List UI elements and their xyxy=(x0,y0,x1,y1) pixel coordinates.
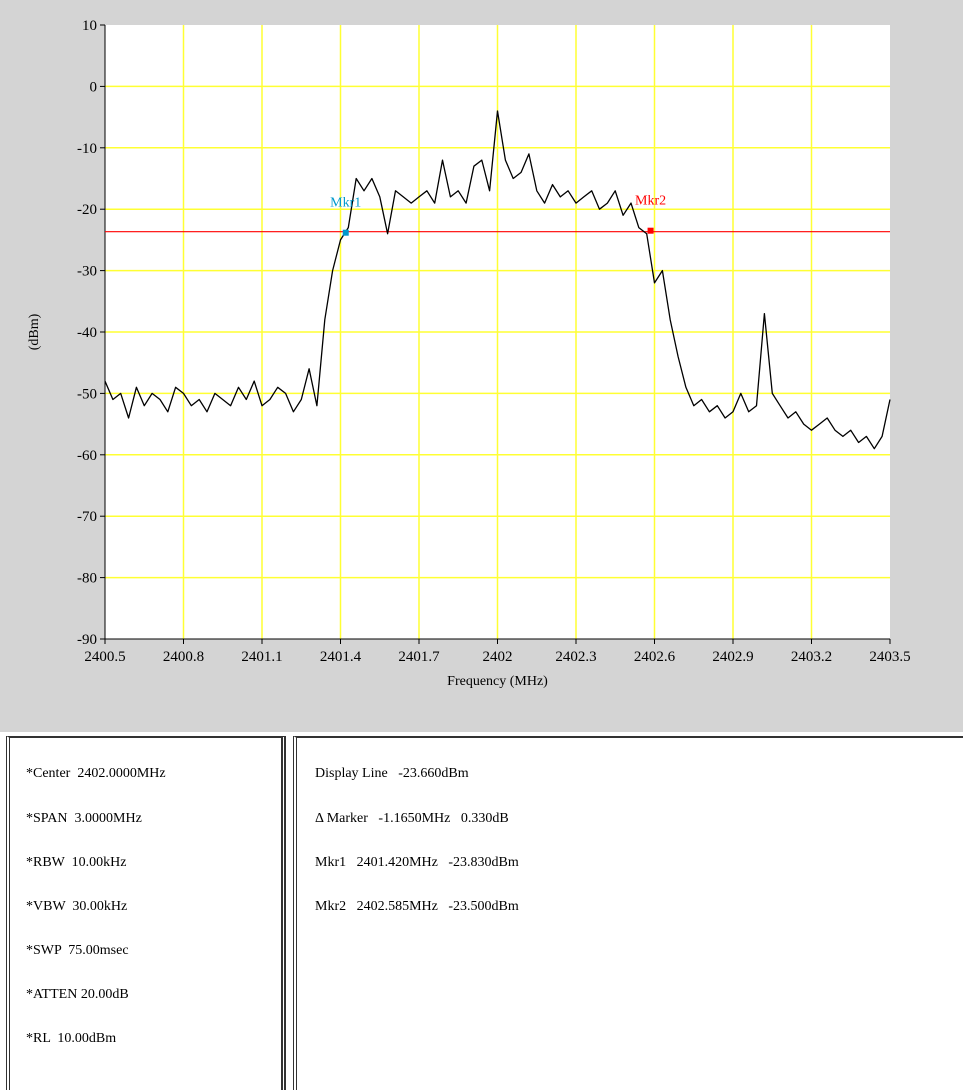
x-tick-label: 2401.4 xyxy=(320,649,362,665)
delta-marker-readout: Δ Marker -1.1650MHz 0.330dB xyxy=(315,811,509,826)
y-axis-label: (dBm) xyxy=(27,313,42,350)
y-tick-label: -10 xyxy=(77,141,97,157)
y-tick-label: 10 xyxy=(82,18,97,34)
setting-ref-level: *RL 10.00dBm xyxy=(26,1031,117,1046)
marker-label: Mkr2 xyxy=(635,194,666,209)
mkr1-readout: Mkr1 2401.420MHz -23.830dBm xyxy=(315,855,519,870)
marker-point xyxy=(342,229,349,236)
y-tick-label: -30 xyxy=(77,264,97,280)
x-tick-label: 2401.1 xyxy=(241,649,282,665)
marker-point xyxy=(647,227,654,234)
y-tick-label: -20 xyxy=(77,202,97,218)
y-tick-label: -50 xyxy=(77,386,97,402)
y-tick-label: -90 xyxy=(77,632,97,648)
setting-sweep: *SWP 75.00msec xyxy=(26,943,129,958)
y-tick-label: -60 xyxy=(77,448,97,464)
x-tick-label: 2401.7 xyxy=(398,649,440,665)
x-tick-label: 2400.5 xyxy=(84,649,125,665)
setting-span: *SPAN 3.0000MHz xyxy=(26,811,142,826)
x-tick-label: 2403.5 xyxy=(869,649,910,665)
analyzer-settings-box: *Center 2402.0000MHz *SPAN 3.0000MHz *RB… xyxy=(6,736,286,1090)
setting-atten: *ATTEN 20.00dB xyxy=(26,987,129,1002)
setting-center: *Center 2402.0000MHz xyxy=(26,766,166,781)
x-tick-label: 2402 xyxy=(483,649,513,665)
marker-label: Mkr1 xyxy=(330,196,361,211)
x-tick-label: 2403.2 xyxy=(791,649,832,665)
mkr2-readout: Mkr2 2402.585MHz -23.500dBm xyxy=(315,899,519,914)
spectrum-trace xyxy=(104,110,891,450)
x-axis-label: Frequency (MHz) xyxy=(447,674,548,689)
setting-rbw: *RBW 10.00kHz xyxy=(26,855,127,870)
x-tick-label: 2402.9 xyxy=(712,649,753,665)
marker-readout-box: Display Line -23.660dBm Δ Marker -1.1650… xyxy=(293,736,963,1090)
y-tick-label: -40 xyxy=(77,325,97,341)
y-tick-label: 0 xyxy=(90,79,98,95)
display-line-readout: Display Line -23.660dBm xyxy=(315,766,469,781)
spectrum-chart: 2400.5 2400.8 2401.1 2401.4 2401.7 2402 2402.3… xyxy=(27,18,911,689)
x-tick-label: 2400.8 xyxy=(163,649,204,665)
x-tick-label: 2402.3 xyxy=(555,649,596,665)
info-panel: *Center 2402.0000MHz *SPAN 3.0000MHz *RB… xyxy=(0,732,963,1090)
y-tick-label: -70 xyxy=(77,509,97,525)
spectrum-chart-panel: 2400.5 2400.8 2401.1 2401.4 2401.7 2402 2402.3… xyxy=(0,0,963,732)
y-tick-label: -80 xyxy=(77,571,97,587)
setting-vbw: *VBW 30.00kHz xyxy=(26,899,128,914)
x-tick-label: 2402.6 xyxy=(634,649,676,665)
